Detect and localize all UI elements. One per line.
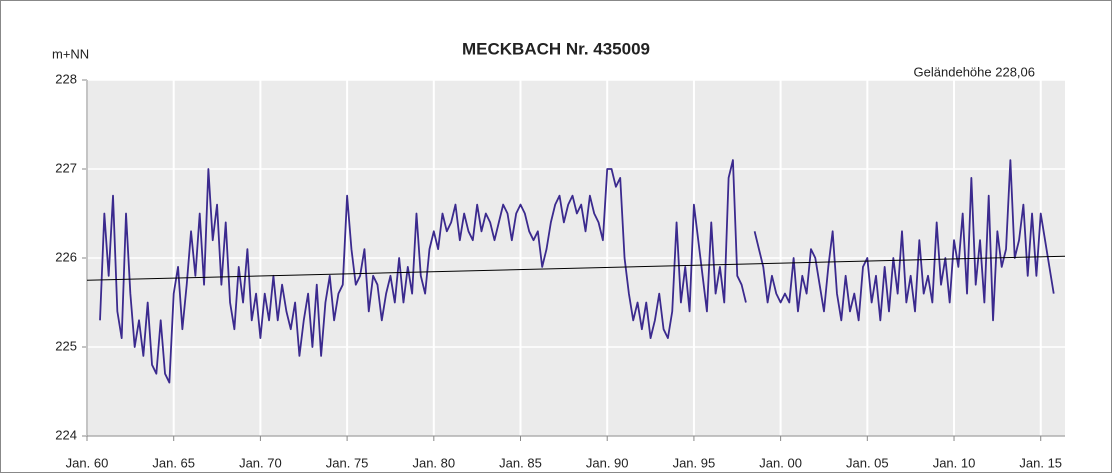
x-tick-label: Jan. 95 — [673, 455, 716, 470]
x-tick-label: Jan. 75 — [326, 455, 369, 470]
x-tick-label: Jan. 90 — [586, 455, 629, 470]
x-tick-label: Jan. 80 — [412, 455, 455, 470]
trend-line — [86, 255, 1066, 281]
chart-title: MECKBACH Nr. 435009 — [462, 39, 650, 58]
annotation: Geländehöhe 228,06 — [914, 64, 1035, 79]
y-tick-label: 225 — [55, 338, 77, 353]
x-tick-label: Jan. 15 — [1019, 455, 1062, 470]
y-tick-label: 227 — [55, 160, 77, 175]
x-tick-label: Jan. 00 — [759, 455, 802, 470]
x-tick-label: Jan. 70 — [239, 455, 282, 470]
y-tick-label: 226 — [55, 249, 77, 264]
y-tick-label: 224 — [55, 427, 77, 442]
x-tick-label: Jan. 10 — [933, 455, 976, 470]
y-tick-label: 228 — [55, 71, 77, 86]
x-tick-label: Jan. 60 — [66, 455, 109, 470]
x-tick-label: Jan. 05 — [846, 455, 889, 470]
y-axis-label: m+NN — [52, 46, 89, 61]
x-tick-label: Jan. 85 — [499, 455, 542, 470]
x-tick-label: Jan. 65 — [152, 455, 195, 470]
